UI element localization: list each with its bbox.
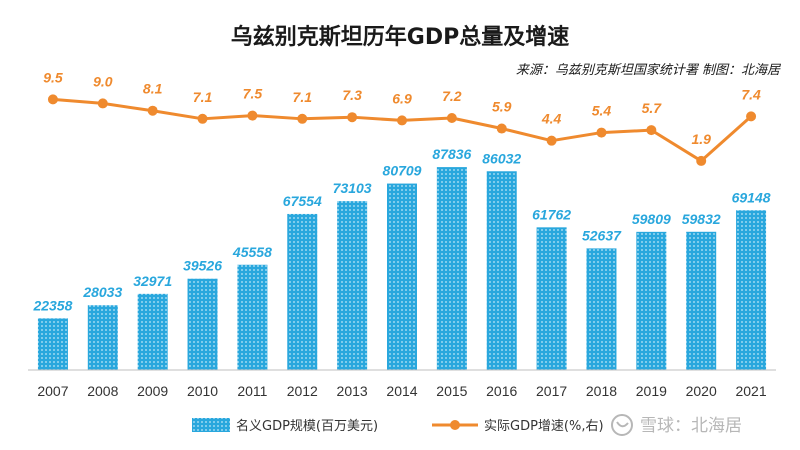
bar-2010 [187,278,218,370]
growth-point-2017 [546,135,557,146]
bar-value-label-2013: 73103 [333,180,372,196]
bar-value-label-2011: 45558 [232,244,272,260]
growth-value-label-2014: 6.9 [392,90,412,106]
growth-value-label-2020: 1.9 [691,131,711,147]
x-axis-ticks: 2007 2008 2009 2010 2011 2012 2013 2014 2015 2016… [37,383,766,399]
growth-point-2021 [746,111,757,122]
x-tick-label-2008: 2008 [87,383,118,399]
bar-2013 [337,201,368,370]
growth-point-2020 [696,155,707,166]
growth-value-label-2012: 7.1 [293,89,313,105]
x-tick-label-2021: 2021 [735,383,766,399]
bar-2011 [237,264,268,370]
bar-2014 [387,183,417,370]
chart-title: 乌兹别克斯坦历年GDP总量及增速 [231,24,569,50]
bar-value-label-2017: 61762 [532,206,571,222]
bar-2020 [686,231,717,370]
growth-value-label-2016: 5.9 [492,99,512,115]
growth-value-label-2010: 7.1 [193,89,213,105]
legend-line-marker [450,420,460,430]
x-tick-label-2009: 2009 [137,383,168,399]
bar-value-label-2009: 32971 [133,273,172,289]
bar-2019 [636,231,667,370]
x-tick-label-2013: 2013 [337,383,368,399]
watermark: 雪球：北海居 [611,414,742,436]
growth-value-label-2018: 5.4 [592,103,612,119]
growth-value-label-2015: 7.2 [442,88,462,104]
growth-value-label-2008: 9.0 [93,73,113,89]
bar-value-label-2007: 22358 [32,297,72,313]
growth-value-label-2007: 9.5 [43,69,63,85]
growth-point-2009 [147,105,158,116]
x-tick-label-2019: 2019 [636,383,667,399]
growth-point-2018 [596,127,607,138]
legend-line-label: 实际GDP增速(%,右) [484,419,604,434]
x-tick-label-2016: 2016 [486,383,517,399]
bar-2016 [486,171,517,370]
bar-value-label-2015: 87836 [432,146,471,162]
x-tick-label-2017: 2017 [536,383,567,399]
growth-point-2013 [347,112,358,123]
bar-2021 [736,210,767,370]
growth-point-2016 [496,123,507,134]
bar-value-label-2014: 80709 [383,163,422,179]
growth-point-2011 [247,110,258,121]
growth-point-2008 [97,98,108,109]
x-tick-label-2010: 2010 [187,383,218,399]
growth-value-label-2021: 7.4 [741,86,761,102]
x-tick-label-2012: 2012 [287,383,318,399]
bar-value-label-2010: 39526 [183,258,222,274]
snowball-logo-icon [611,414,633,436]
bar-2012 [287,213,318,370]
growth-point-2007 [47,94,58,105]
bar-value-label-2008: 28033 [82,284,122,300]
growth-value-label-2013: 7.3 [342,87,362,103]
bar-value-label-2020: 59832 [682,211,721,227]
x-tick-label-2015: 2015 [436,383,467,399]
growth-point-2019 [646,125,657,136]
growth-value-label-2009: 8.1 [143,81,163,97]
bar-2009 [137,293,168,370]
bar-series: 22358 28033 32971 39526 45558 67554 73103 80709… [32,146,771,370]
bar-2007 [37,318,68,370]
bar-2015 [436,167,467,370]
bar-2017 [536,227,567,370]
chart-source: 来源：乌兹别克斯坦国家统计署 制图：北海居 [516,62,782,78]
legend-bar-label: 名义GDP规模(百万美元) [236,418,378,434]
bar-value-label-2018: 52637 [582,227,622,243]
bar-2008 [87,305,118,370]
growth-value-label-2017: 4.4 [541,111,562,127]
growth-value-label-2019: 5.7 [642,100,663,116]
x-tick-label-2014: 2014 [386,383,417,399]
growth-point-2010 [197,113,208,124]
legend: 名义GDP规模(百万美元) 实际GDP增速(%,右) [192,418,604,434]
bar-value-label-2016: 86032 [482,150,521,166]
bar-value-label-2012: 67554 [283,193,322,209]
bar-value-label-2021: 69148 [732,189,771,205]
growth-point-2015 [446,113,457,123]
x-tick-label-2011: 2011 [237,383,267,399]
growth-point-2014 [397,115,407,126]
x-tick-label-2020: 2020 [686,383,717,399]
growth-point-2012 [297,113,308,124]
x-tick-label-2007: 2007 [37,383,68,399]
x-tick-label-2018: 2018 [586,383,617,399]
watermark-text: 雪球：北海居 [640,416,742,436]
growth-line-series: 9.5 9.0 8.1 7.1 7.5 7.1 7.3 6.9 7.2 5.9 4.4 5.4 5.7 1… [43,69,761,166]
bar-value-label-2019: 59809 [632,211,671,227]
bar-2018 [586,248,617,370]
legend-bar-swatch [192,418,230,432]
growth-value-label-2011: 7.5 [243,86,263,102]
